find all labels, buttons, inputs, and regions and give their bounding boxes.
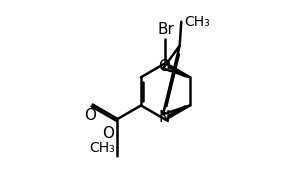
Text: O: O [102,126,114,141]
Text: O: O [158,59,170,74]
Text: O: O [84,108,96,123]
Text: CH₃: CH₃ [184,15,210,29]
Text: N: N [158,109,170,124]
Text: Br: Br [157,22,174,37]
Text: CH₃: CH₃ [89,141,115,155]
